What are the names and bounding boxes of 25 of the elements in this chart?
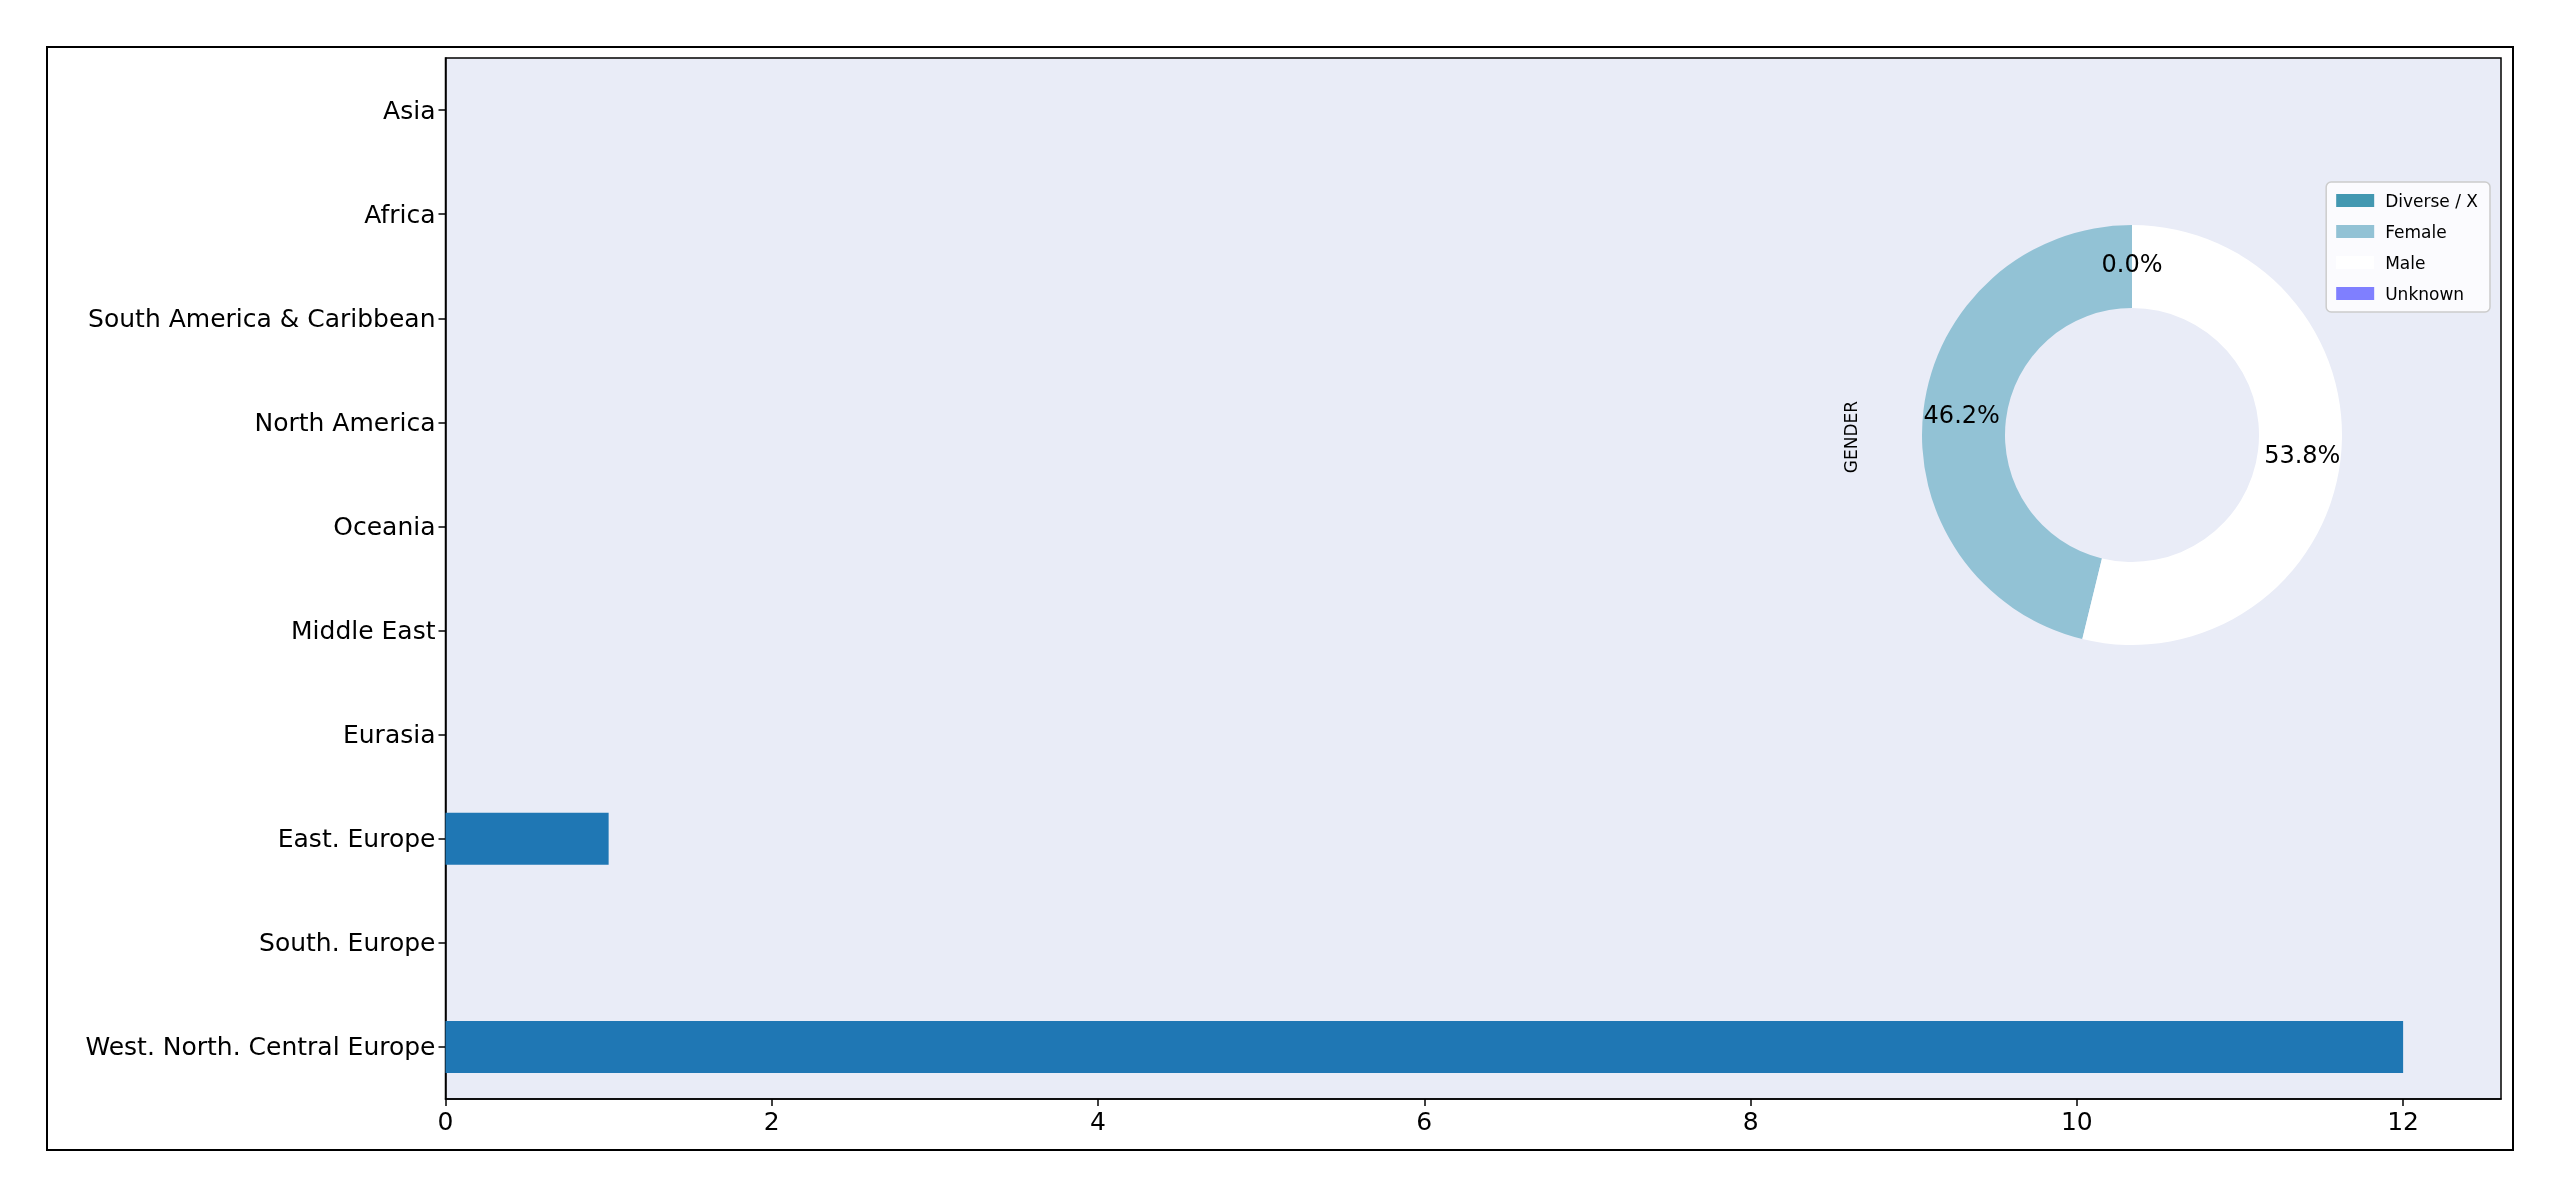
y-tick-label: East. Europe	[277, 824, 436, 854]
text: GENDER	[1841, 400, 1861, 474]
legend-label: Female	[2385, 221, 2447, 242]
y-tick-label: West. North. Central Europe	[85, 1032, 436, 1062]
y-tick-label: North America	[254, 407, 436, 437]
x-tick-label: 4	[1090, 1107, 1106, 1136]
x-tick-label: 0	[437, 1107, 454, 1136]
x-tick-label: 2	[763, 1107, 780, 1136]
y-tick-label: Asia	[383, 95, 436, 125]
x-tick-label: 12	[2387, 1107, 2420, 1136]
y-tick-label: Africa	[364, 199, 436, 229]
y-tick-label: South America & Caribbean	[88, 303, 436, 333]
y-tick-label: Oceania	[333, 511, 436, 541]
text: 0.0%	[2101, 249, 2163, 278]
y-tick-label: Eurasia	[342, 720, 436, 750]
slice-label: Male	[2385, 252, 2426, 273]
y-tick-label: South. Europe	[259, 928, 436, 958]
x-tick-label: 8	[1742, 1107, 1759, 1136]
y-tick-label: Middle East	[291, 616, 436, 646]
data-label: 53.8%	[2264, 441, 2341, 470]
legend-label: Unknown	[2385, 283, 2465, 304]
legend-label: Diverse / X	[2385, 190, 2479, 211]
x-tick-label: 6	[1416, 1107, 1433, 1136]
data-label: 46.2%	[1923, 400, 2000, 429]
x-tick-label: 10	[2060, 1107, 2093, 1136]
